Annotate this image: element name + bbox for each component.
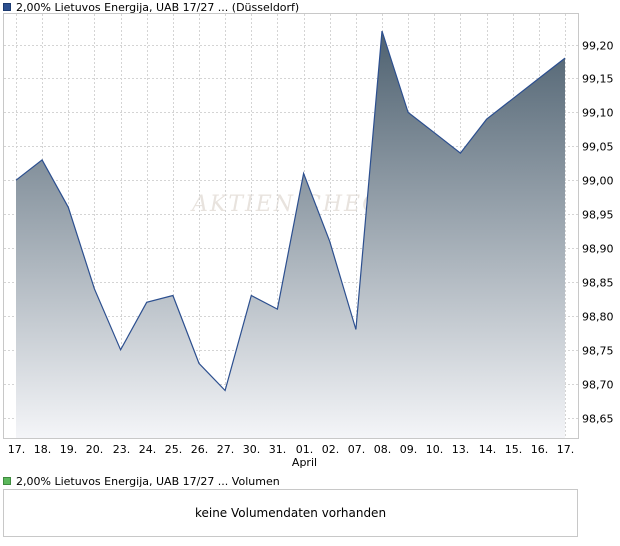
x-tick-label: 20.	[86, 443, 104, 456]
y-tick-label: 98,80	[582, 311, 614, 324]
x-tick-label: 15.	[505, 443, 523, 456]
price-legend-swatch	[3, 3, 11, 11]
y-tick-label: 99,20	[582, 40, 614, 53]
price-area	[16, 31, 565, 438]
price-line	[15, 30, 566, 392]
x-tick-label: 30.	[243, 443, 261, 456]
x-tick-label: 25.	[165, 443, 183, 456]
x-tick-label: 17.	[8, 443, 26, 456]
x-tick-label: 09.	[400, 443, 418, 456]
x-tick-label: 13.	[452, 443, 470, 456]
y-tick-label: 98,75	[582, 345, 614, 358]
x-tick-label: 07.	[348, 443, 366, 456]
y-axis-labels: 99,20 99,15 99,10 99,05 99,00 98,95 98,90 98,85…	[582, 40, 614, 426]
y-tick-label: 99,15	[582, 73, 614, 86]
x-tick-label: 27.	[217, 443, 235, 456]
volume-legend: 2,00% Lietuvos Energija, UAB 17/27 ... V…	[3, 474, 280, 488]
volume-empty-message: keine Volumendaten vorhanden	[194, 506, 387, 520]
x-tick-label: 02.	[322, 443, 340, 456]
x-tick-label: 24.	[139, 443, 157, 456]
volume-legend-label: 2,00% Lietuvos Energija, UAB 17/27 ... V…	[16, 474, 280, 488]
x-tick-label: 31.	[269, 443, 287, 456]
x-tick-label: 08.	[374, 443, 392, 456]
y-tick-label: 99,00	[582, 175, 614, 188]
y-tick-label: 98,95	[582, 209, 614, 222]
x-axis-labels: 17. 18. 19. 20. 23. 24. 25. 26. 27. 30. 31. 01. 02. 0…	[8, 443, 575, 469]
x-tick-label: 10.	[426, 443, 444, 456]
price-legend: 2,00% Lietuvos Energija, UAB 17/27 ... (…	[3, 0, 299, 14]
watermark-logo: AKTIEN CHECK	[192, 192, 400, 217]
y-tick-label: 98,65	[582, 413, 614, 426]
x-month-label: April	[292, 456, 317, 469]
y-tick-label: 99,10	[582, 107, 614, 120]
x-tick-label: 16.	[531, 443, 549, 456]
x-tick-label: 18.	[34, 443, 52, 456]
y-tick-label: 98,85	[582, 277, 614, 290]
x-tick-label: 14.	[479, 443, 497, 456]
y-tick-label: 98,70	[582, 379, 614, 392]
volume-legend-swatch	[3, 477, 11, 485]
x-tick-label: 23.	[113, 443, 131, 456]
price-legend-label: 2,00% Lietuvos Energija, UAB 17/27 ... (…	[16, 0, 300, 14]
plot-frame	[3, 13, 579, 439]
x-tick-label: 01.	[296, 443, 314, 456]
x-tick-label: 17.	[557, 443, 575, 456]
volume-panel: keine Volumendaten vorhanden	[3, 489, 578, 537]
x-tick-label: 19.	[60, 443, 78, 456]
x-tick-label: 26.	[191, 443, 209, 456]
y-tick-label: 99,05	[582, 141, 614, 154]
y-tick-label: 98,90	[582, 243, 614, 256]
